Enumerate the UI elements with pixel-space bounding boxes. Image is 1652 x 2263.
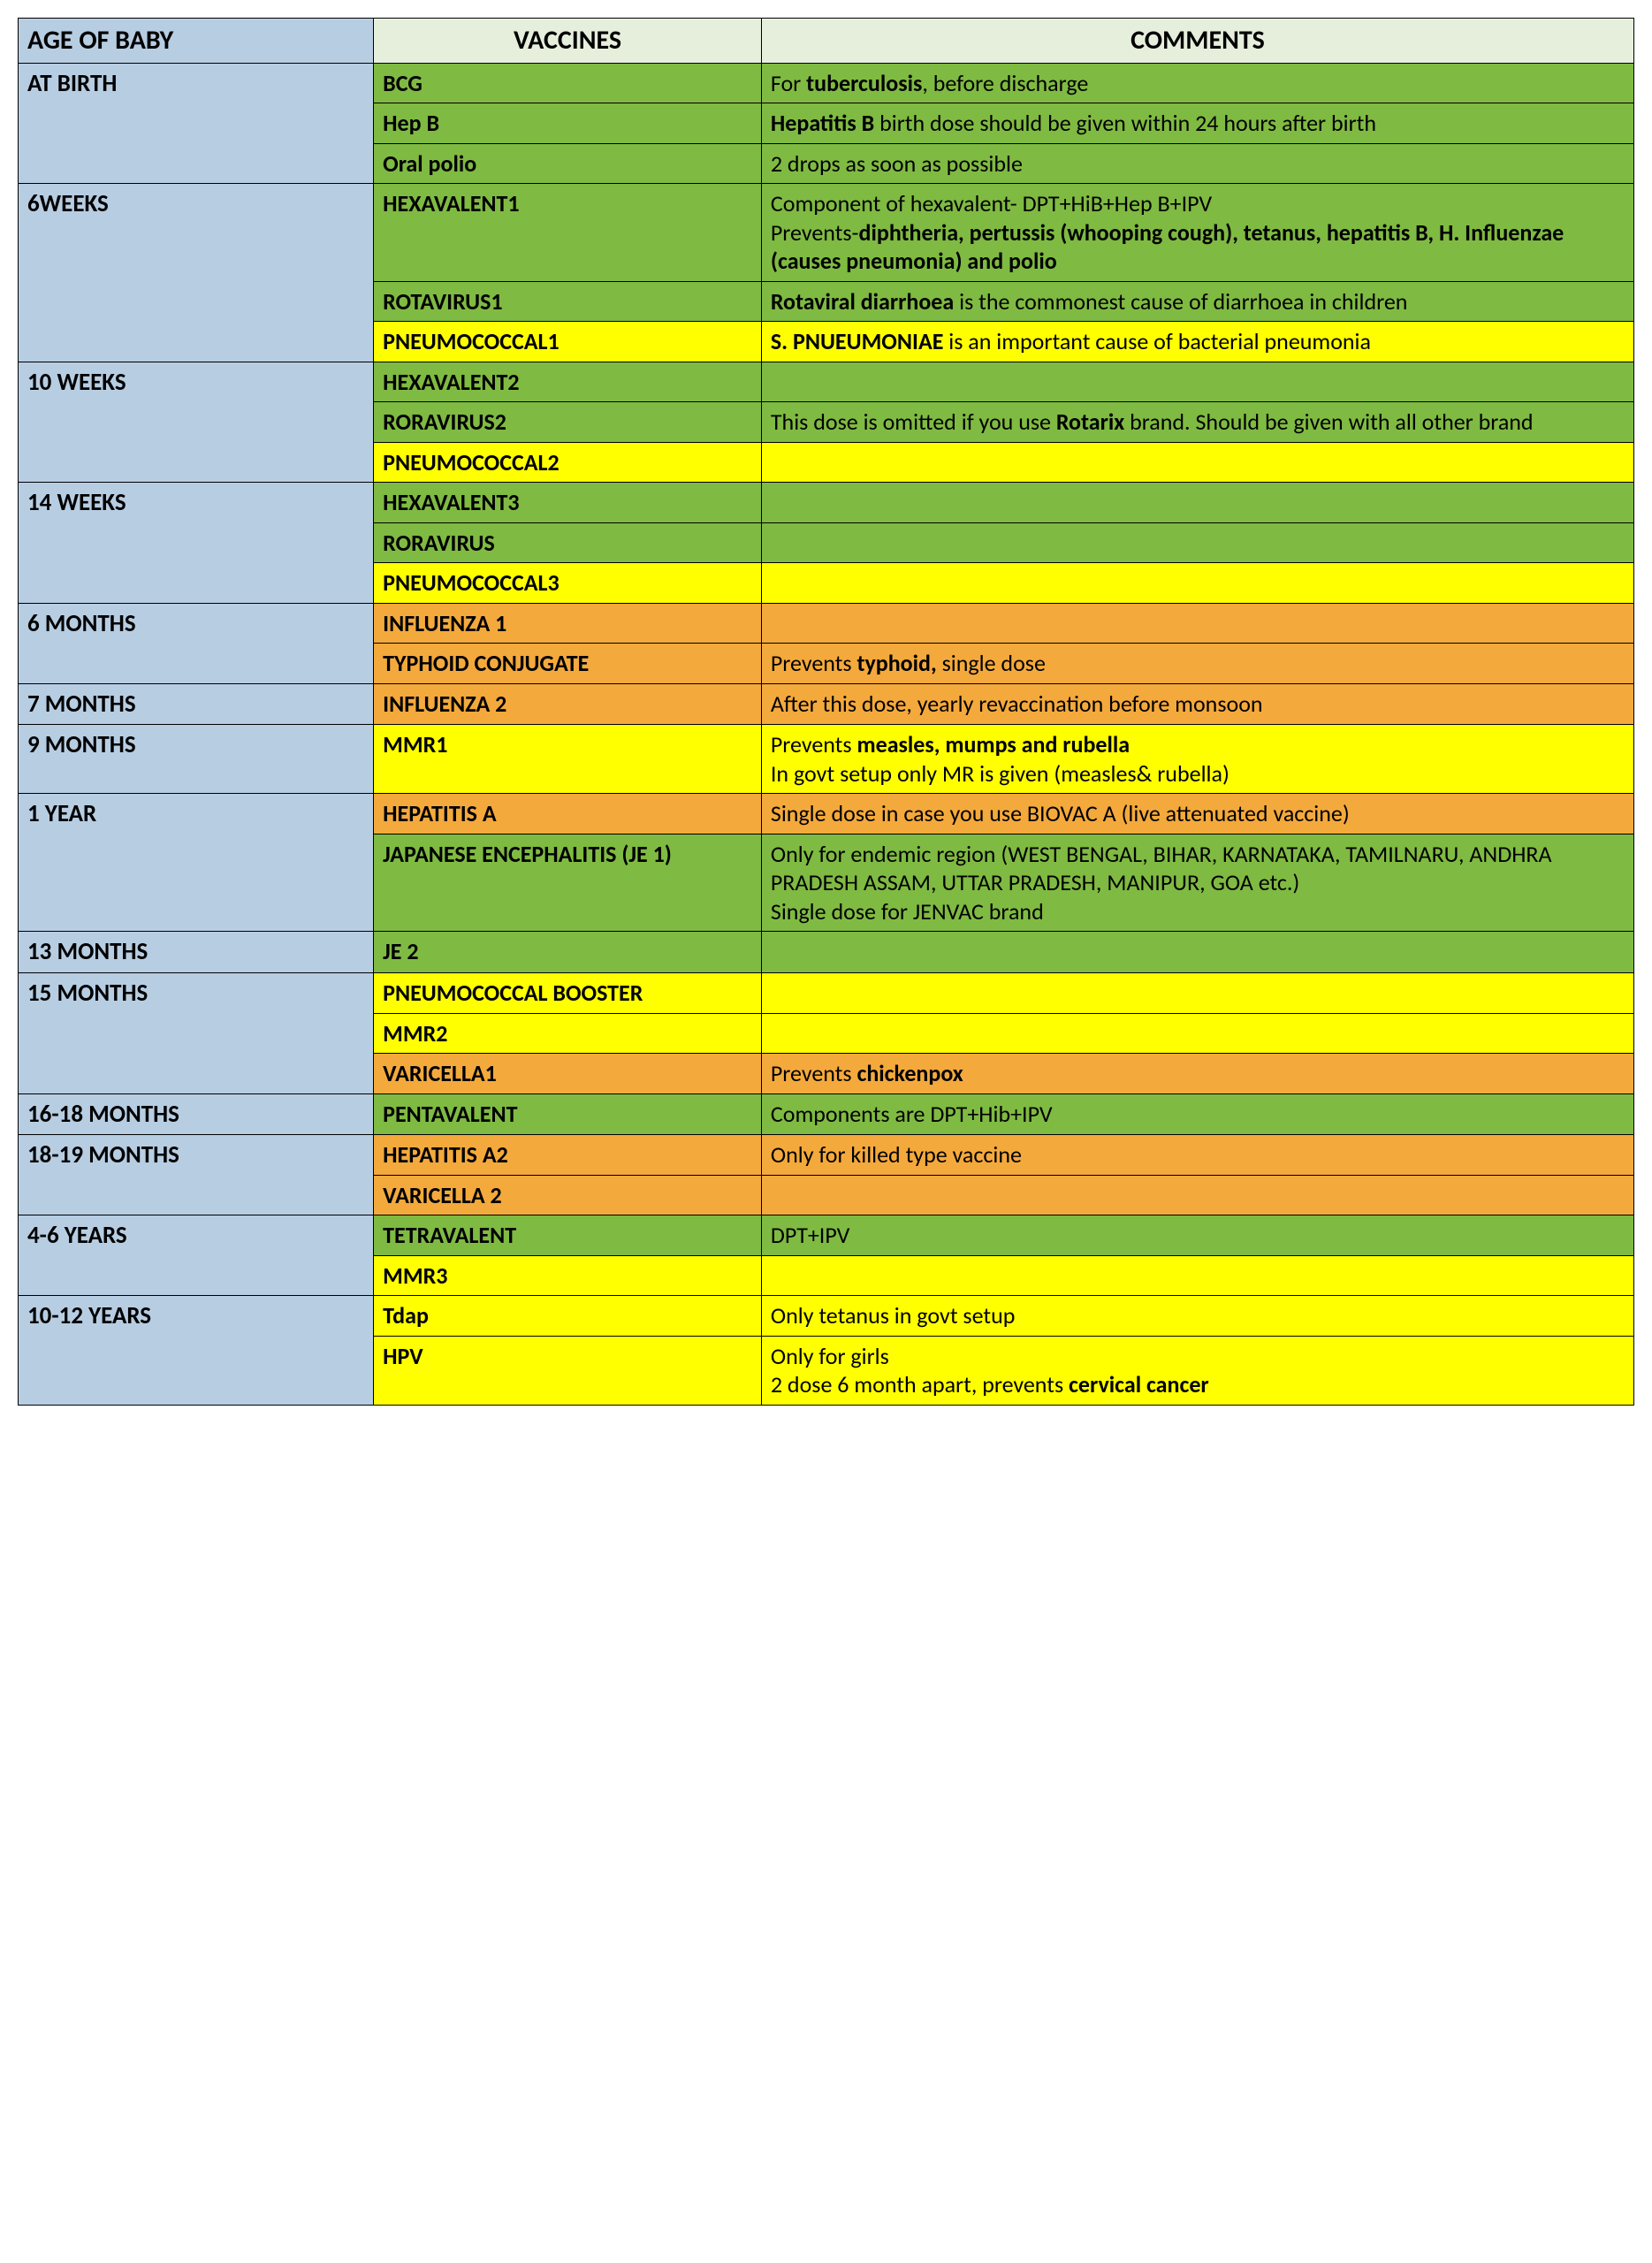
vaccine-cell: MMR3 xyxy=(374,1255,762,1296)
comment-cell xyxy=(761,563,1633,604)
table-row: AT BIRTHBCGFor tuberculosis, before disc… xyxy=(19,63,1634,103)
comment-cell xyxy=(761,362,1633,402)
vaccine-cell: PNEUMOCOCCAL2 xyxy=(374,442,762,483)
comment-cell: DPT+IPV xyxy=(761,1215,1633,1256)
table-row: 9 MONTHSMMR1Prevents measles, mumps and … xyxy=(19,725,1634,794)
table-row: 6 MONTHSINFLUENZA 1 xyxy=(19,603,1634,644)
comment-cell xyxy=(761,932,1633,973)
vaccine-cell: PENTAVALENT xyxy=(374,1093,762,1135)
vaccine-cell: HPV xyxy=(374,1336,762,1405)
table-row: 15 MONTHSPNEUMOCOCCAL BOOSTER xyxy=(19,973,1634,1014)
vaccine-cell: HEXAVALENT3 xyxy=(374,483,762,523)
comment-cell xyxy=(761,973,1633,1014)
comment-cell xyxy=(761,522,1633,563)
vaccine-cell: RORAVIRUS2 xyxy=(374,402,762,443)
age-cell: 13 MONTHS xyxy=(19,932,374,973)
table-row: 18-19 MONTHSHEPATITIS A2Only for killed … xyxy=(19,1135,1634,1176)
vaccine-cell: PNEUMOCOCCAL3 xyxy=(374,563,762,604)
table-row: 1 YEARHEPATITIS ASingle dose in case you… xyxy=(19,794,1634,834)
comment-cell xyxy=(761,1255,1633,1296)
vaccine-cell: PNEUMOCOCCAL BOOSTER xyxy=(374,973,762,1014)
table-header-row: AGE OF BABY VACCINES COMMENTS xyxy=(19,19,1634,64)
vaccine-cell: BCG xyxy=(374,63,762,103)
comment-cell: Hepatitis B birth dose should be given w… xyxy=(761,103,1633,144)
vaccine-cell: RORAVIRUS xyxy=(374,522,762,563)
header-vaccines: VACCINES xyxy=(374,19,762,64)
comment-cell: Prevents measles, mumps and rubellaIn go… xyxy=(761,725,1633,794)
comment-cell: Only tetanus in govt setup xyxy=(761,1296,1633,1337)
vaccine-cell: JE 2 xyxy=(374,932,762,973)
vaccine-cell: VARICELLA 2 xyxy=(374,1175,762,1215)
vaccine-cell: HEXAVALENT1 xyxy=(374,184,762,282)
vaccine-cell: ROTAVIRUS1 xyxy=(374,281,762,322)
header-comments: COMMENTS xyxy=(761,19,1633,64)
comment-cell: S. PNUEUMONIAE is an important cause of … xyxy=(761,322,1633,362)
vaccine-cell: PNEUMOCOCCAL1 xyxy=(374,322,762,362)
age-cell: AT BIRTH xyxy=(19,63,374,184)
vaccine-cell: HEXAVALENT2 xyxy=(374,362,762,402)
age-cell: 10 WEEKS xyxy=(19,362,374,483)
table-row: 10-12 YEARSTdapOnly tetanus in govt setu… xyxy=(19,1296,1634,1337)
vaccine-cell: INFLUENZA 1 xyxy=(374,603,762,644)
comment-cell: Only for killed type vaccine xyxy=(761,1135,1633,1176)
vaccine-cell: JAPANESE ENCEPHALITIS (JE 1) xyxy=(374,834,762,932)
vaccine-cell: MMR1 xyxy=(374,725,762,794)
comment-cell: Only for girls2 dose 6 month apart, prev… xyxy=(761,1336,1633,1405)
comment-cell: Components are DPT+Hib+IPV xyxy=(761,1093,1633,1135)
table-row: 6WEEKSHEXAVALENT1Component of hexavalent… xyxy=(19,184,1634,282)
comment-cell: After this dose, yearly revaccination be… xyxy=(761,683,1633,725)
age-cell: 16-18 MONTHS xyxy=(19,1093,374,1135)
table-row: 13 MONTHSJE 2 xyxy=(19,932,1634,973)
age-cell: 9 MONTHS xyxy=(19,725,374,794)
comment-cell: 2 drops as soon as possible xyxy=(761,143,1633,184)
comment-cell: Prevents typhoid, single dose xyxy=(761,644,1633,684)
table-row: 14 WEEKSHEXAVALENT3 xyxy=(19,483,1634,523)
table-row: 10 WEEKSHEXAVALENT2 xyxy=(19,362,1634,402)
table-row: 16-18 MONTHSPENTAVALENTComponents are DP… xyxy=(19,1093,1634,1135)
comment-cell: For tuberculosis, before discharge xyxy=(761,63,1633,103)
age-cell: 7 MONTHS xyxy=(19,683,374,725)
age-cell: 18-19 MONTHS xyxy=(19,1135,374,1215)
comment-cell xyxy=(761,442,1633,483)
header-age: AGE OF BABY xyxy=(19,19,374,64)
vaccine-cell: HEPATITIS A2 xyxy=(374,1135,762,1176)
comment-cell: Component of hexavalent- DPT+HiB+Hep B+I… xyxy=(761,184,1633,282)
comment-cell: Single dose in case you use BIOVAC A (li… xyxy=(761,794,1633,834)
vaccine-cell: TYPHOID CONJUGATE xyxy=(374,644,762,684)
vaccine-schedule-table: AGE OF BABY VACCINES COMMENTS AT BIRTHBC… xyxy=(18,18,1634,1406)
table-row: 4-6 YEARSTETRAVALENTDPT+IPV xyxy=(19,1215,1634,1256)
age-cell: 6 MONTHS xyxy=(19,603,374,683)
table-body: AT BIRTHBCGFor tuberculosis, before disc… xyxy=(19,63,1634,1405)
vaccine-cell: Oral polio xyxy=(374,143,762,184)
age-cell: 1 YEAR xyxy=(19,794,374,932)
comment-cell xyxy=(761,1175,1633,1215)
comment-cell: Prevents chickenpox xyxy=(761,1054,1633,1094)
age-cell: 6WEEKS xyxy=(19,184,374,362)
vaccine-cell: MMR2 xyxy=(374,1013,762,1054)
age-cell: 14 WEEKS xyxy=(19,483,374,604)
vaccine-cell: TETRAVALENT xyxy=(374,1215,762,1256)
vaccine-cell: VARICELLA1 xyxy=(374,1054,762,1094)
age-cell: 15 MONTHS xyxy=(19,973,374,1094)
vaccine-cell: Hep B xyxy=(374,103,762,144)
comment-cell xyxy=(761,483,1633,523)
comment-cell: Only for endemic region (WEST BENGAL, BI… xyxy=(761,834,1633,932)
comment-cell xyxy=(761,603,1633,644)
vaccine-cell: Tdap xyxy=(374,1296,762,1337)
age-cell: 10-12 YEARS xyxy=(19,1296,374,1406)
comment-cell: Rotaviral diarrhoea is the commonest cau… xyxy=(761,281,1633,322)
vaccine-cell: HEPATITIS A xyxy=(374,794,762,834)
table-row: 7 MONTHSINFLUENZA 2After this dose, year… xyxy=(19,683,1634,725)
age-cell: 4-6 YEARS xyxy=(19,1215,374,1296)
comment-cell: This dose is omitted if you use Rotarix … xyxy=(761,402,1633,443)
comment-cell xyxy=(761,1013,1633,1054)
vaccine-cell: INFLUENZA 2 xyxy=(374,683,762,725)
